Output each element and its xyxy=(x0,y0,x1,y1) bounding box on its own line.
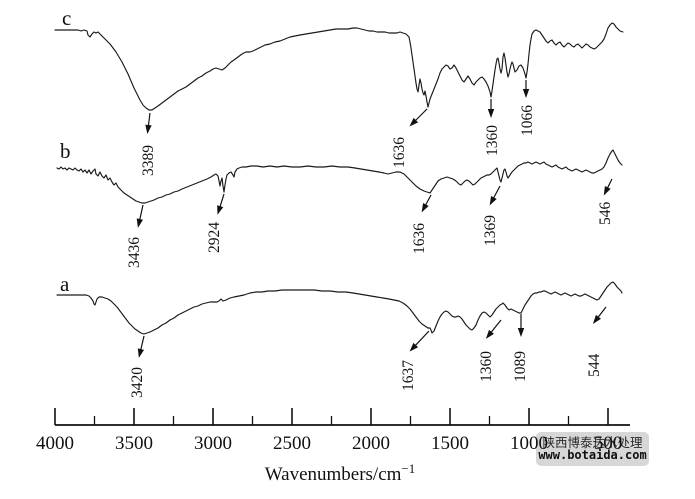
peak-arrow-line xyxy=(424,194,432,206)
spectrum-series-b: b 3436 2924 1636 1369 546 xyxy=(56,139,623,268)
peak-arrow-line xyxy=(490,319,502,334)
series-label-c: c xyxy=(62,6,71,30)
peak-annotation-b-3436: 3436 xyxy=(126,204,144,268)
curve-b xyxy=(56,149,623,204)
watermark-badge: 陕西博泰达水处理 www.botaida.com xyxy=(536,432,649,466)
peak-arrow-line xyxy=(414,108,428,122)
peak-label-2924: 2924 xyxy=(206,222,223,253)
peak-arrowhead xyxy=(217,205,224,215)
watermark-url-text: www.botaida.com xyxy=(538,448,647,463)
peak-arrow-line xyxy=(140,335,145,351)
x-axis-tick-label: 2500 xyxy=(273,433,311,454)
spectrum-series-a: a 3420 1637 1360 1089 544 xyxy=(56,272,623,398)
peak-arrowhead xyxy=(409,117,419,127)
x-axis: 4000 3500 3000 2500 2000 1500 1000 500 Wavenumbe… xyxy=(36,408,630,485)
peak-arrow-line xyxy=(492,185,501,199)
x-axis-tick-label: 3000 xyxy=(194,433,232,454)
peak-annotation-c-1066: 1066 xyxy=(519,80,536,136)
x-axis-tick-label: 2000 xyxy=(352,433,390,454)
peak-arrow-line xyxy=(147,112,151,127)
peak-annotation-a-1089: 1089 xyxy=(512,314,529,382)
peak-arrow-line xyxy=(606,178,613,189)
peak-arrowhead xyxy=(136,218,143,228)
peak-arrowhead xyxy=(485,329,494,339)
peak-annotation-a-544: 544 xyxy=(586,306,607,378)
peak-label-1636: 1636 xyxy=(391,137,408,168)
peak-label-3420: 3420 xyxy=(129,367,146,398)
series-label-a: a xyxy=(60,272,70,296)
peak-label-1360: 1360 xyxy=(484,125,501,156)
peak-arrow-line xyxy=(597,306,607,318)
peak-label-546: 546 xyxy=(597,202,614,226)
peak-arrow-line xyxy=(219,193,225,208)
peak-arrow-line xyxy=(414,330,430,347)
curve-c xyxy=(54,22,624,111)
peak-annotation-a-1360: 1360 xyxy=(478,319,502,382)
peak-arrowhead xyxy=(489,195,497,206)
peak-arrow-line xyxy=(139,204,144,221)
peak-arrowhead xyxy=(517,328,525,337)
peak-arrowhead xyxy=(137,348,145,358)
spectrum-series-c: c 3389 1636 1360 1066 xyxy=(54,6,624,176)
peak-label-3436: 3436 xyxy=(126,237,143,268)
peak-arrowhead xyxy=(421,202,429,213)
peak-label-1360: 1360 xyxy=(478,351,495,382)
peak-annotation-a-1637: 1637 xyxy=(400,330,430,391)
peak-arrowhead xyxy=(487,109,495,118)
peak-label-1637: 1637 xyxy=(400,360,417,391)
peak-arrowhead xyxy=(603,185,611,196)
x-axis-tick-label: 4000 xyxy=(36,433,74,454)
x-axis-tick-label: 1500 xyxy=(431,433,469,454)
peak-annotation-b-546: 546 xyxy=(597,178,614,226)
peak-label-1636: 1636 xyxy=(411,223,428,254)
peak-annotation-c-1636: 1636 xyxy=(391,108,428,168)
x-axis-title: Wavenumbers/cm−1 xyxy=(265,461,416,485)
peak-label-1066: 1066 xyxy=(519,105,536,136)
peak-label-544: 544 xyxy=(586,354,603,378)
peak-annotation-c-3389: 3389 xyxy=(140,112,157,176)
series-label-b: b xyxy=(60,139,71,163)
peak-label-1369: 1369 xyxy=(482,215,499,246)
watermark-company-text: 陕西博泰达水处理 xyxy=(542,434,643,450)
x-axis-tick-label: 3500 xyxy=(115,433,153,454)
peak-annotation-c-1360: 1360 xyxy=(484,99,501,156)
peak-arrowhead xyxy=(409,342,419,352)
peak-arrowhead xyxy=(522,89,530,98)
peak-arrowhead xyxy=(145,124,152,134)
peak-annotation-b-1369: 1369 xyxy=(482,185,501,246)
peak-label-3389: 3389 xyxy=(140,145,157,176)
peak-annotation-b-1636: 1636 xyxy=(411,194,432,254)
x-axis-tick-label: 500 xyxy=(594,433,623,454)
peak-label-1089: 1089 xyxy=(512,351,529,382)
peak-annotation-a-3420: 3420 xyxy=(129,335,146,398)
peak-annotation-b-2924: 2924 xyxy=(206,193,225,253)
curve-a xyxy=(56,281,623,335)
x-axis-tick-label: 1000 xyxy=(510,433,548,454)
peak-arrowhead xyxy=(592,314,601,324)
